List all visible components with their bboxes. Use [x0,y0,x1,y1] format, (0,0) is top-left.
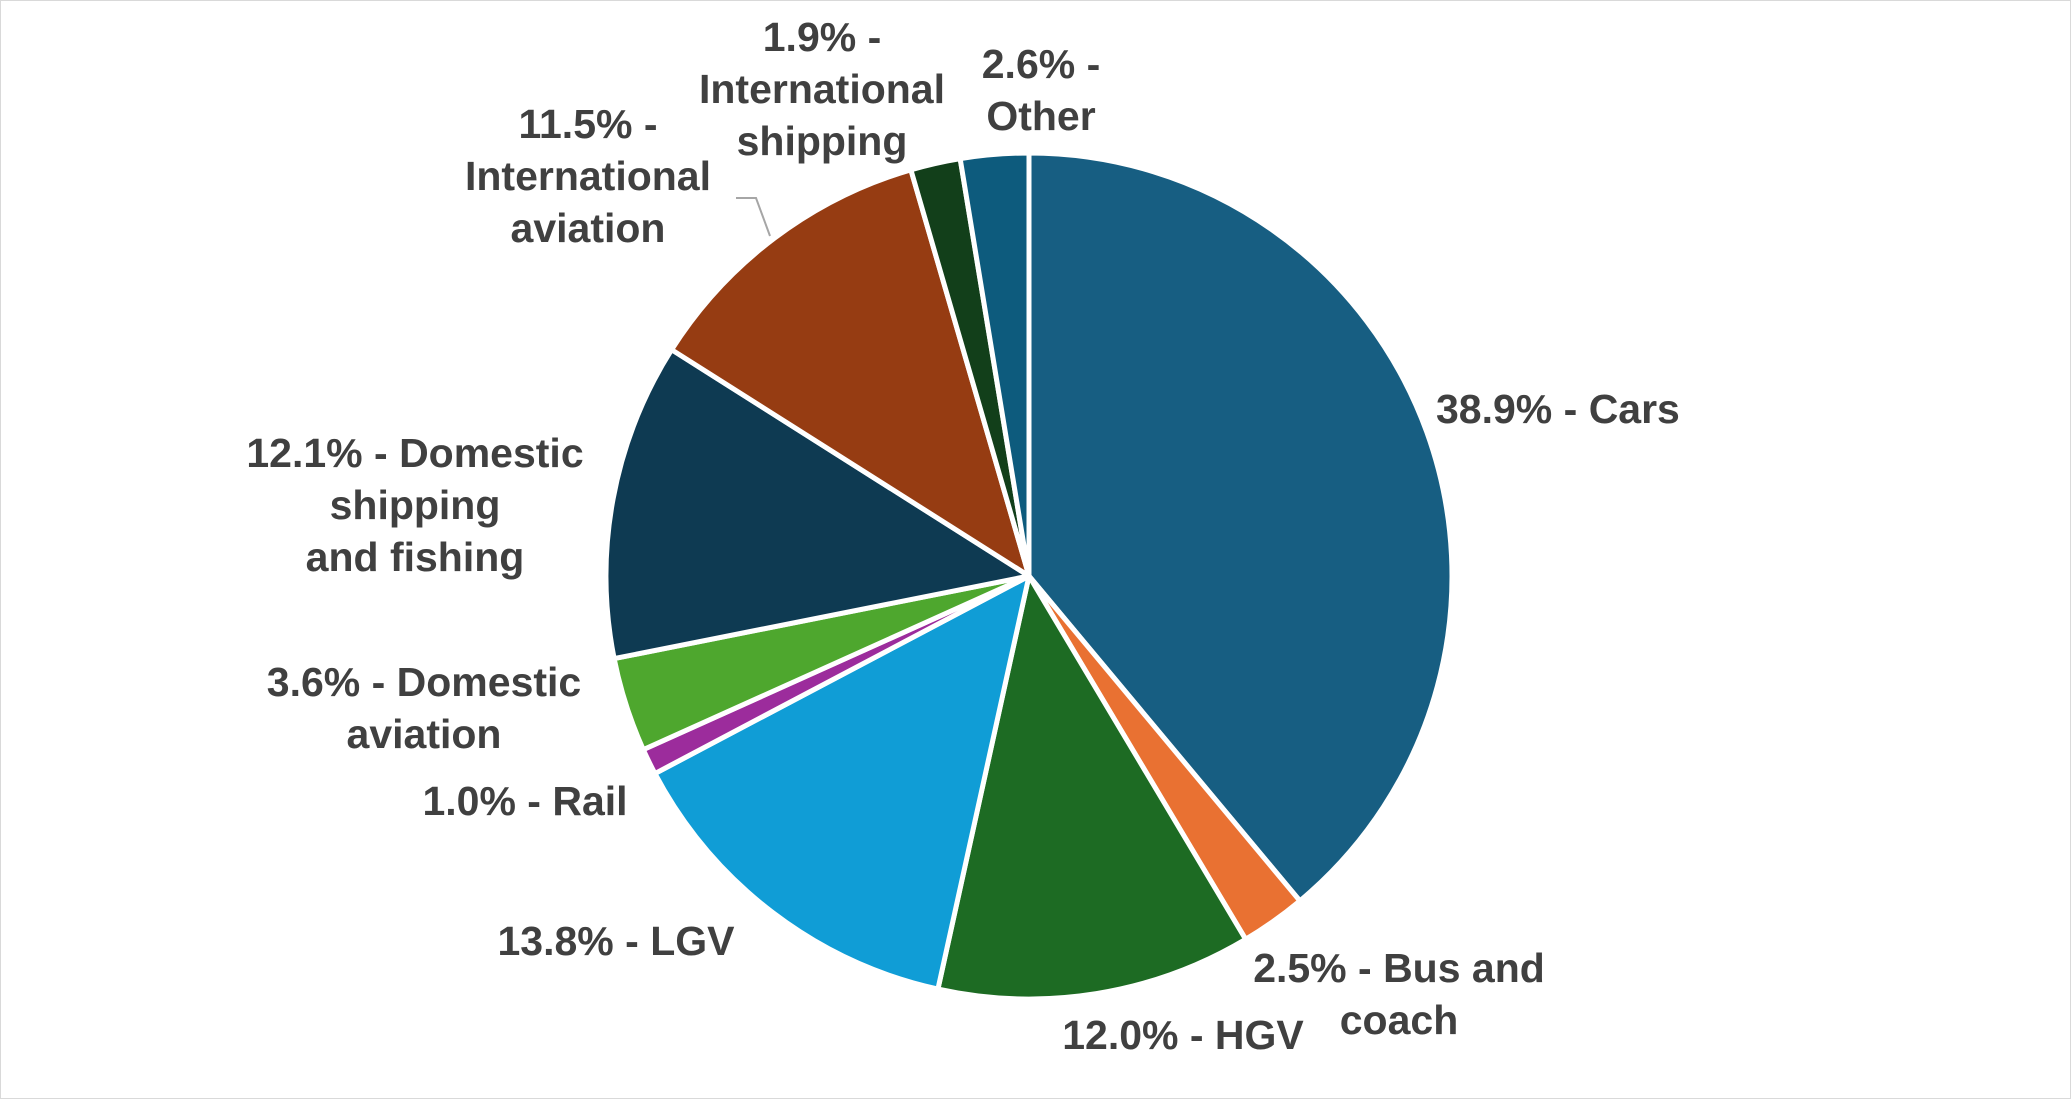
pie-slice [1026,150,1455,904]
leader-line [736,197,771,237]
pie-slice [652,573,1032,992]
data-label: 12.0% - HGV [1062,1012,1304,1058]
data-label: 38.9% - Cars [1436,386,1680,432]
leader-lines [736,197,771,237]
pie-slices [603,150,1455,1002]
pie-slice [935,573,1249,1002]
data-label: 1.0% - Rail [422,778,627,824]
data-label: 1.9% -International shipping [699,14,945,164]
data-label: 2.5% - Bus and coach [1253,945,1545,1043]
data-label: 3.6% - Domestic aviation [267,659,581,757]
pie-slice [603,347,1032,662]
pie-slice [957,150,1032,579]
data-label: 2.6% -Other [982,41,1101,139]
data-label: 13.8% - LGV [498,918,736,964]
data-label: 12.1% - Domestic shipping and fishing [246,430,583,580]
data-label: 11.5% -International aviation [465,101,711,251]
